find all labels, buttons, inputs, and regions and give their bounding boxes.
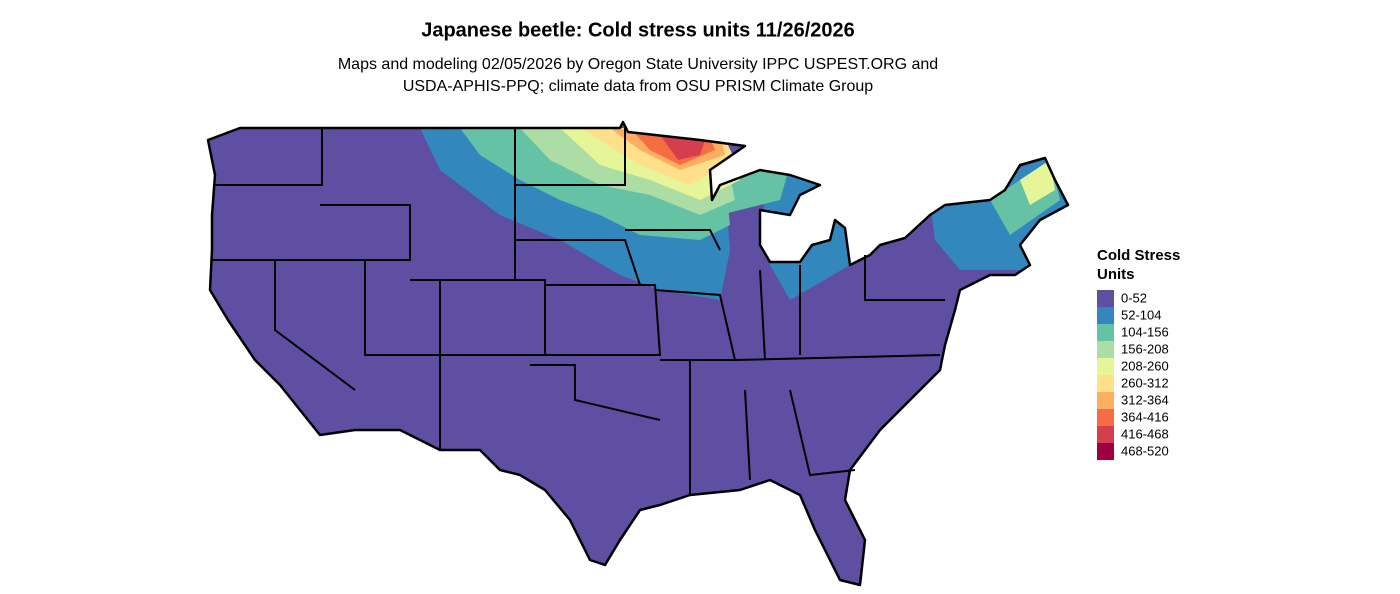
us-map	[206, 120, 1070, 587]
legend-label: 0-52	[1121, 290, 1147, 305]
legend-label: 312-364	[1121, 392, 1169, 407]
legend: Cold Stress Units 0-52 52-104 104-156 156-2…	[1097, 247, 1180, 460]
legend-title: Units	[1097, 266, 1135, 283]
legend-label: 156-208	[1121, 341, 1169, 356]
legend-swatch	[1097, 426, 1114, 443]
zone	[660, 135, 705, 160]
legend-label: 260-312	[1121, 375, 1169, 390]
legend-swatch	[1097, 290, 1114, 307]
title: Japanese beetle: Cold stress units 11/26…	[421, 19, 855, 41]
legend-label: 468-520	[1121, 443, 1169, 458]
legend-swatch	[1097, 324, 1114, 341]
legend-swatch	[1097, 375, 1114, 392]
legend-label: 52-104	[1121, 307, 1161, 322]
subtitle: USDA-APHIS-PPQ; climate data from OSU PR…	[403, 78, 873, 95]
subtitle: Maps and modeling 02/05/2026 by Oregon S…	[338, 56, 938, 73]
zone	[1020, 160, 1055, 205]
legend-swatch	[1097, 443, 1114, 460]
state-borders	[212, 128, 945, 495]
legend-swatch	[1097, 392, 1114, 409]
legend-swatch	[1097, 409, 1114, 426]
legend-title: Cold Stress	[1097, 247, 1180, 264]
legend-label: 104-156	[1121, 324, 1169, 339]
legend-swatch	[1097, 358, 1114, 375]
legend-label: 364-416	[1121, 409, 1169, 424]
legend-swatch	[1097, 341, 1114, 358]
legend-swatch	[1097, 307, 1114, 324]
legend-label: 208-260	[1121, 358, 1169, 373]
legend-label: 416-468	[1121, 426, 1169, 441]
